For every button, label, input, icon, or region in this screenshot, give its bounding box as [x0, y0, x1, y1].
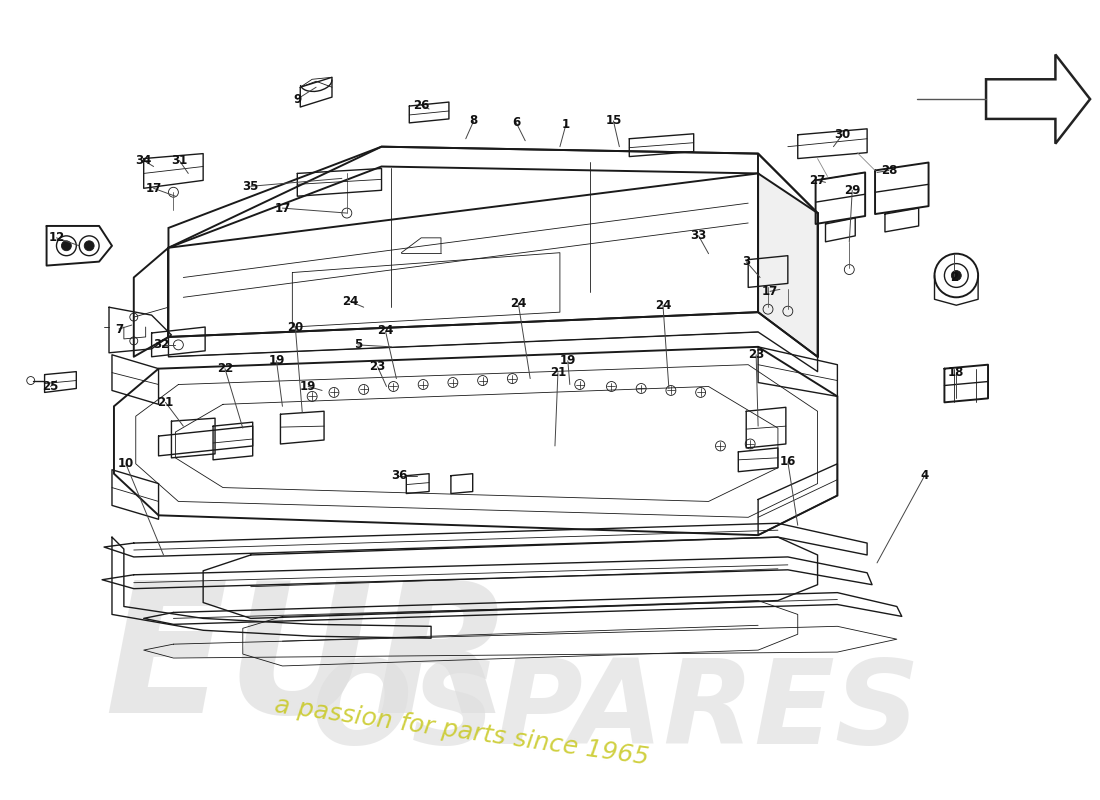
- Text: 5: 5: [353, 338, 362, 351]
- Text: 24: 24: [377, 325, 394, 338]
- Text: 21: 21: [157, 396, 174, 409]
- Text: EUR: EUR: [104, 574, 513, 750]
- Text: 21: 21: [550, 366, 566, 379]
- Text: 9: 9: [294, 93, 301, 106]
- Circle shape: [85, 241, 95, 250]
- Text: 19: 19: [560, 354, 576, 367]
- Text: 3: 3: [742, 255, 750, 268]
- Polygon shape: [168, 174, 758, 337]
- Text: 10: 10: [118, 458, 134, 470]
- Text: 36: 36: [392, 469, 408, 482]
- Text: 1: 1: [562, 118, 570, 131]
- Text: 8: 8: [470, 114, 477, 127]
- Text: 17: 17: [145, 182, 162, 194]
- Text: 31: 31: [172, 154, 187, 167]
- Text: 7: 7: [114, 322, 123, 335]
- Polygon shape: [986, 54, 1090, 144]
- Polygon shape: [168, 146, 817, 248]
- Text: 29: 29: [844, 184, 860, 197]
- Text: a passion for parts since 1965: a passion for parts since 1965: [273, 694, 650, 770]
- Text: 24: 24: [654, 298, 671, 312]
- Text: 4: 4: [921, 469, 928, 482]
- Text: 32: 32: [153, 338, 169, 351]
- Text: 19: 19: [268, 354, 285, 367]
- Text: 19: 19: [300, 380, 317, 393]
- Text: 23: 23: [748, 348, 764, 362]
- Text: 30: 30: [834, 128, 850, 142]
- Text: 27: 27: [810, 174, 826, 187]
- Text: 24: 24: [510, 297, 527, 310]
- Text: 33: 33: [691, 230, 707, 242]
- Text: 23: 23: [370, 360, 386, 373]
- Circle shape: [952, 270, 961, 281]
- Circle shape: [62, 241, 72, 250]
- Text: 15: 15: [605, 114, 621, 127]
- Text: 6: 6: [513, 116, 520, 130]
- Text: 17: 17: [274, 202, 290, 214]
- Text: 2: 2: [950, 271, 958, 284]
- Text: 12: 12: [48, 231, 65, 244]
- Text: OSPARES: OSPARES: [312, 654, 921, 769]
- Polygon shape: [758, 174, 817, 357]
- Polygon shape: [114, 347, 837, 535]
- Text: 18: 18: [948, 366, 965, 379]
- Text: 22: 22: [217, 362, 233, 375]
- Text: 28: 28: [881, 164, 898, 177]
- Text: 34: 34: [135, 154, 152, 167]
- Text: 16: 16: [780, 455, 796, 468]
- Text: 17: 17: [762, 285, 778, 298]
- Text: 25: 25: [42, 380, 58, 393]
- Text: 20: 20: [287, 321, 304, 334]
- Text: 26: 26: [412, 98, 429, 111]
- Text: 24: 24: [342, 294, 358, 308]
- Text: 35: 35: [242, 180, 258, 193]
